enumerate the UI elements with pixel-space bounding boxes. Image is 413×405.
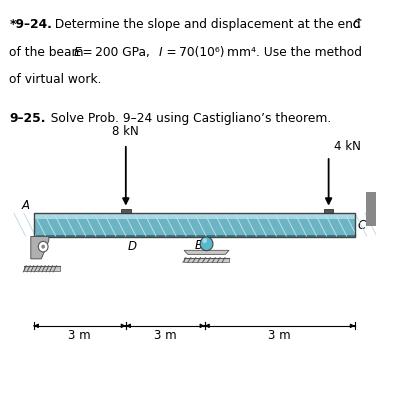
- Text: of virtual work.: of virtual work.: [9, 73, 102, 86]
- Circle shape: [41, 245, 45, 249]
- Bar: [34, 213, 355, 237]
- Bar: [34, 213, 355, 237]
- Text: Solve Prob. 9–24 using Castigliano’s theorem.: Solve Prob. 9–24 using Castigliano’s the…: [43, 112, 332, 125]
- Polygon shape: [184, 251, 229, 255]
- Bar: [34, 236, 355, 237]
- Text: 3 m: 3 m: [69, 328, 91, 341]
- Text: 8 kN: 8 kN: [112, 124, 139, 137]
- Text: I: I: [159, 46, 162, 59]
- Text: E: E: [74, 46, 81, 59]
- Text: of the beam: of the beam: [9, 46, 88, 59]
- Text: 4 kN: 4 kN: [334, 140, 361, 153]
- Text: 9: 9: [367, 205, 375, 215]
- Text: Determine the slope and displacement at the end: Determine the slope and displacement at …: [47, 18, 364, 31]
- Text: C: C: [358, 219, 366, 232]
- Bar: [24, 266, 60, 271]
- Bar: [324, 209, 333, 213]
- Text: D: D: [128, 239, 137, 252]
- Text: C: C: [352, 18, 361, 31]
- Circle shape: [38, 242, 48, 252]
- Text: = 70(10⁶) mm⁴. Use the method: = 70(10⁶) mm⁴. Use the method: [164, 46, 362, 59]
- Text: 9–25.: 9–25.: [9, 112, 46, 125]
- Circle shape: [202, 239, 207, 243]
- Bar: [184, 258, 229, 263]
- Polygon shape: [31, 237, 49, 259]
- Text: B: B: [195, 238, 203, 251]
- Text: 3 m: 3 m: [268, 328, 291, 341]
- Text: = 200 GPa,: = 200 GPa,: [81, 46, 153, 59]
- Bar: [366, 192, 375, 227]
- Text: 3 m: 3 m: [154, 328, 177, 341]
- Bar: [34, 213, 355, 220]
- Bar: [121, 209, 131, 213]
- Circle shape: [200, 237, 213, 251]
- Text: A: A: [22, 198, 30, 211]
- Text: *9–24.: *9–24.: [9, 18, 52, 31]
